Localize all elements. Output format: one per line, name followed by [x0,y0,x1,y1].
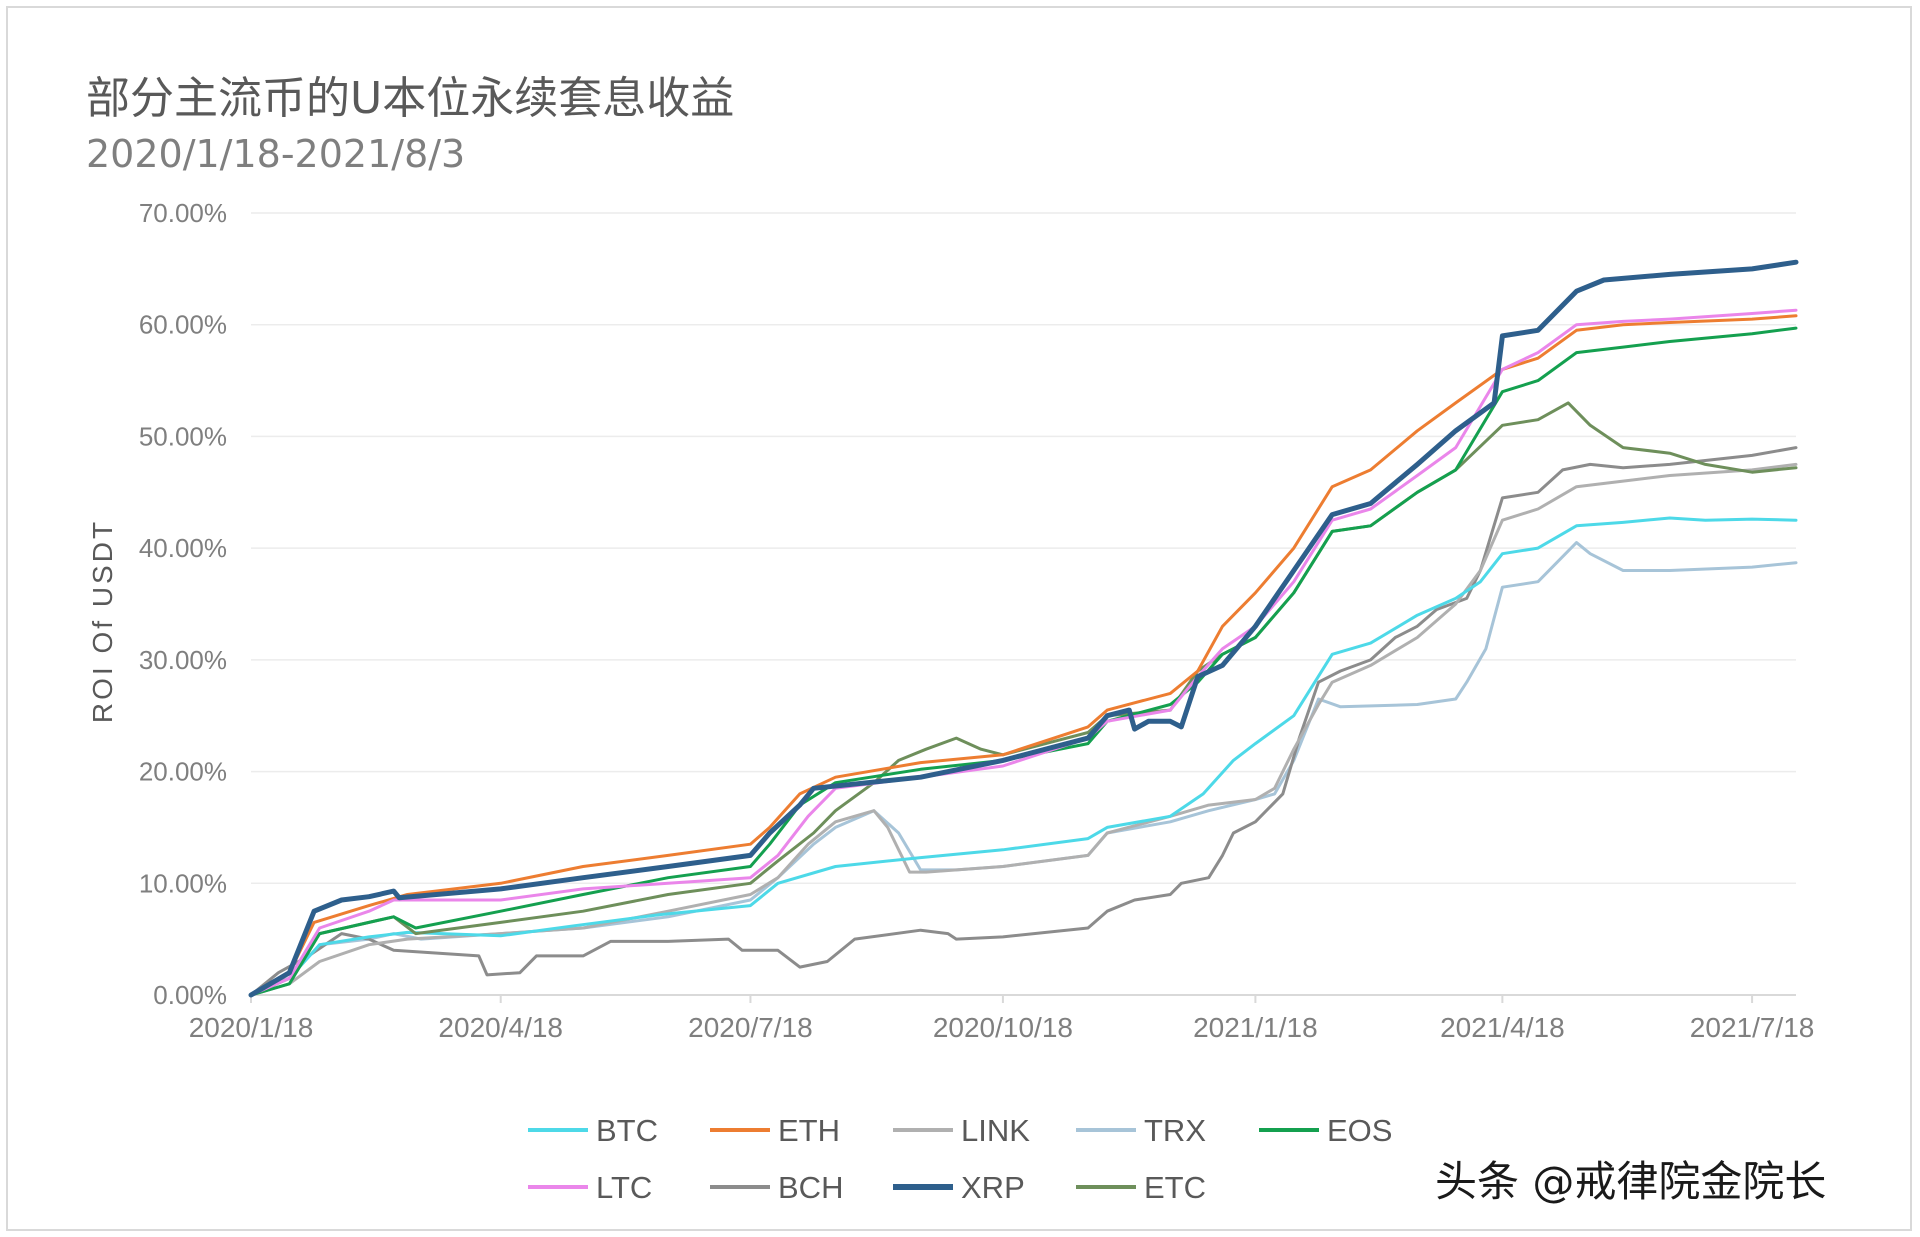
series-line-eth [249,314,1798,997]
series-line-eos [249,326,1798,997]
y-axis-label: ROI Of USDT [87,519,118,723]
x-tick-label: 2021/1/18 [1193,1012,1318,1043]
x-tick-label: 2020/10/18 [933,1012,1073,1043]
y-tick-label: 30.00% [139,645,227,675]
series-line-trx [249,541,1798,997]
y-tick-label: 10.00% [139,868,227,898]
y-tick-label: 40.00% [139,533,227,563]
x-tick-labels: 2020/1/18 2020/4/18 2020/7/18 2020/10/18 202… [189,995,1815,1043]
x-tick-label: 2021/7/18 [1690,1012,1815,1043]
x-tick-label: 2020/7/18 [688,1012,813,1043]
grid-lines [251,212,1796,996]
x-tick-label: 2020/4/18 [438,1012,563,1043]
chart-frame [6,6,1912,1231]
chart-title: 部分主流币的U本位永续套息收益 [86,73,735,124]
legend-label-trx: TRX [1144,1113,1206,1148]
y-tick-labels: 0.00% 10.00% 20.00% 30.00% 40.00% 50.00% 60.00… [139,198,227,1010]
series-line-etc [249,401,1798,997]
series-lines [248,259,1799,998]
chart-subtitle: 2020/1/18-2021/8/3 [86,132,466,176]
series-line-link [249,462,1798,997]
watermark-text: 头条 @戒律院金院长 [1435,1157,1827,1206]
series-line-bch [249,446,1798,997]
y-tick-label: 0.00% [153,980,227,1010]
legend-label-eth: ETH [778,1113,840,1148]
legend-label-xrp: XRP [961,1170,1025,1205]
legend: BTC ETH LINK TRX EOS LTC BCH XRP ETC [528,1113,1392,1205]
legend-label-ltc: LTC [596,1170,652,1205]
legend-label-etc: ETC [1144,1170,1206,1205]
y-tick-label: 50.00% [139,421,227,451]
y-tick-label: 20.00% [139,757,227,787]
series-line-xrp [248,259,1799,998]
y-tick-label: 60.00% [139,310,227,340]
legend-label-btc: BTC [596,1113,658,1148]
legend-label-link: LINK [961,1113,1030,1148]
series-line-ltc [249,308,1798,997]
legend-label-bch: BCH [778,1170,843,1205]
legend-label-eos: EOS [1327,1113,1392,1148]
series-line-btc [249,516,1798,997]
y-tick-label: 70.00% [139,198,227,228]
x-tick-label: 2020/1/18 [189,1012,314,1043]
x-tick-label: 2021/4/18 [1440,1012,1565,1043]
